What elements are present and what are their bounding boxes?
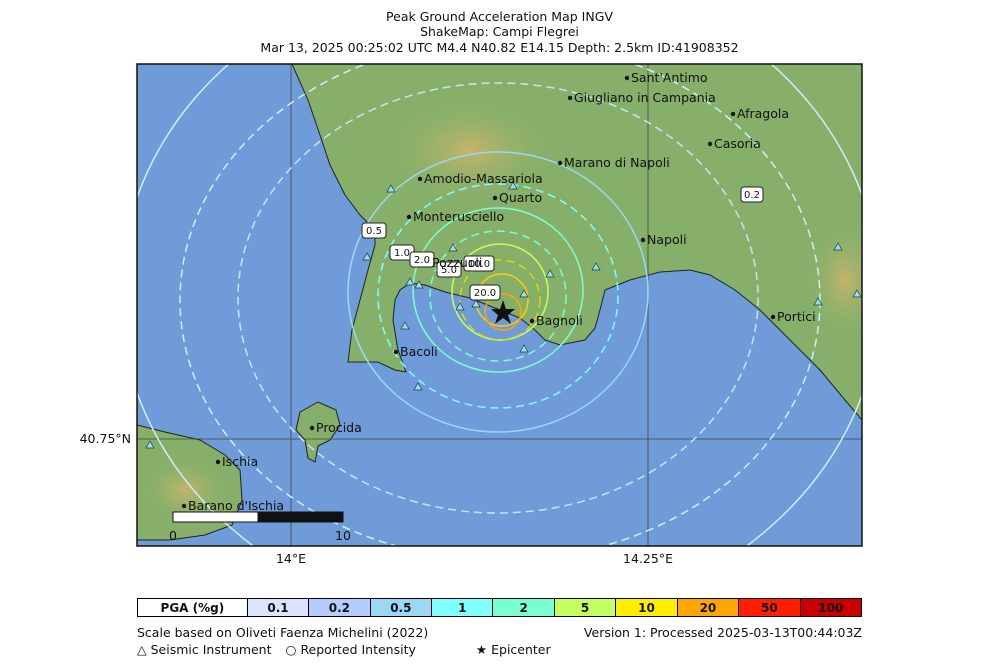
city-label: Casoria bbox=[714, 136, 761, 151]
city-label: Bacoli bbox=[400, 344, 438, 359]
legend-cell: 20 bbox=[676, 599, 739, 616]
legend-cell: 5 bbox=[553, 599, 616, 616]
contour-labels: 0.2 0.5 1.0 2.0 5.0 10.0 20.0 bbox=[361, 186, 764, 301]
contour-label: 5.0 bbox=[441, 265, 457, 276]
hill-area bbox=[380, 95, 560, 205]
city-label: Marano di Napoli bbox=[564, 155, 670, 170]
triangle-icon: △ bbox=[137, 642, 147, 657]
seismic-instruments bbox=[145, 181, 862, 449]
pga-legend: PGA (%g) 0.1 0.2 0.5 1 2 5 10 20 50 100 bbox=[137, 598, 862, 617]
circle-icon: ○ bbox=[285, 642, 297, 657]
scale-start: 0 bbox=[169, 528, 177, 543]
map-frame bbox=[136, 63, 863, 547]
contour-label: 2.0 bbox=[414, 255, 430, 266]
city-label: Bagnoli bbox=[536, 313, 583, 328]
map-subtitle: ShakeMap: Campi Flegrei bbox=[420, 24, 579, 39]
hill-area bbox=[805, 220, 862, 340]
epicenter-legend: ★ Epicenter bbox=[475, 642, 551, 657]
legend-cell: 10 bbox=[615, 599, 677, 616]
contour-label: 0.2 bbox=[744, 190, 760, 201]
version-note: Version 1: Processed 2025-03-13T00:44:03… bbox=[583, 625, 862, 640]
legend-cell: 0.2 bbox=[308, 599, 370, 616]
city-label: Ischia bbox=[222, 454, 258, 469]
city-label: Procida bbox=[316, 420, 362, 435]
map-title: Peak Ground Acceleration Map INGV bbox=[386, 9, 613, 24]
city-label: Afragola bbox=[737, 106, 789, 121]
city-label: Giugliano in Campania bbox=[574, 90, 716, 105]
contour-label: 1.0 bbox=[394, 248, 410, 259]
legend-cell: 0.5 bbox=[369, 599, 432, 616]
city-label: Sant'Antimo bbox=[631, 70, 708, 85]
city-label: Pozzuoli bbox=[432, 255, 482, 270]
cities: Sant'Antimo Giugliano in Campania Afrago… bbox=[181, 70, 816, 513]
legend-cell: 100 bbox=[799, 599, 861, 616]
city-label: Barano d'Ischia bbox=[188, 498, 284, 513]
city-label: Quarto bbox=[499, 190, 542, 205]
procida-island bbox=[295, 401, 341, 463]
lon-label-14e: 14°E bbox=[276, 551, 306, 566]
intensity-legend: ○ Reported Intensity bbox=[285, 642, 416, 657]
city-label: Napoli bbox=[647, 232, 687, 247]
contour-label: 20.0 bbox=[474, 288, 496, 299]
symbol-legend: △ Seismic Instrument ○ Reported Intensity … bbox=[137, 642, 551, 657]
scale-bar: 0 10 bbox=[169, 511, 351, 543]
hill-area bbox=[140, 455, 230, 525]
epicenter-star bbox=[491, 300, 515, 324]
city-label: Monterusciello bbox=[413, 209, 504, 224]
lon-label-1425e: 14.25°E bbox=[623, 551, 673, 566]
event-details: Mar 13, 2025 00:25:02 UTC M4.4 N40.82 E1… bbox=[260, 40, 739, 55]
scale-end: 10 bbox=[335, 528, 351, 543]
scale-note: Scale based on Oliveti Faenza Michelini … bbox=[137, 625, 429, 640]
contour-label: 10.0 bbox=[468, 259, 490, 270]
contour-label: 0.5 bbox=[366, 226, 382, 237]
star-icon: ★ bbox=[475, 642, 488, 657]
legend-cell: 1 bbox=[431, 599, 493, 616]
legend-cell: 2 bbox=[492, 599, 554, 616]
city-label: Portici bbox=[777, 309, 816, 324]
city-label: Amodio-Massariola bbox=[424, 171, 543, 186]
legend-head: PGA (%g) bbox=[138, 599, 247, 616]
legend-cell: 0.1 bbox=[246, 599, 309, 616]
lat-label: 40.75°N bbox=[80, 431, 131, 446]
instrument-legend: △ Seismic Instrument bbox=[137, 642, 272, 657]
legend-cell: 50 bbox=[738, 599, 800, 616]
